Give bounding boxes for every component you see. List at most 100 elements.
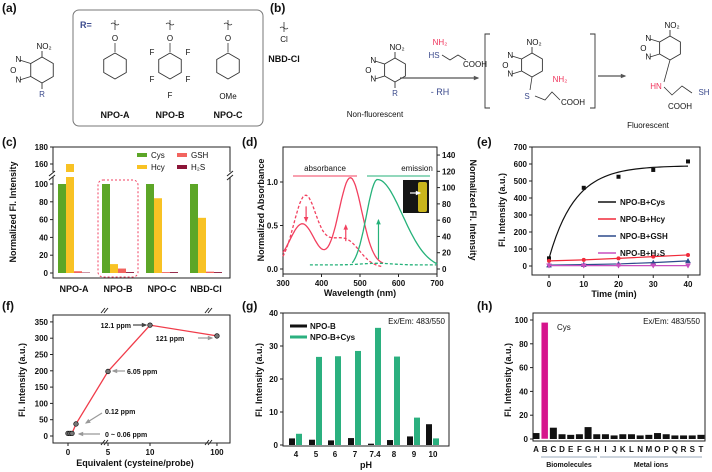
- x-category-label: NBD-Cl: [190, 284, 222, 294]
- bar-gsh-npo-b: [118, 268, 126, 273]
- x-category-label: 10: [429, 450, 438, 459]
- x-category-label: 6: [333, 450, 338, 459]
- y-tick-label: 400: [514, 194, 528, 203]
- y-tick-label: 140: [442, 151, 456, 160]
- y-tick-label: 80: [442, 200, 451, 209]
- legend-label: NPO-B: [310, 322, 336, 331]
- plot-frame-g: [282, 312, 450, 447]
- panel-letter: (e): [477, 135, 492, 149]
- arrow-increase-head: [343, 224, 349, 230]
- bar-npo-b-ph9: [407, 436, 413, 445]
- x-category-label: NPO-B: [104, 284, 134, 294]
- arrow-annot-head: [84, 418, 91, 424]
- atom-o: O: [640, 44, 646, 53]
- axis-break-marks: [48, 170, 234, 181]
- x-tick-label: 0: [66, 448, 71, 457]
- panel-letter: (d): [242, 135, 257, 149]
- absorbance-dashed: [282, 194, 384, 268]
- atom-f: F: [186, 48, 191, 57]
- bond: [441, 54, 467, 61]
- data-point: [105, 368, 111, 375]
- x-axis-title: Equivalent (cysteine/probe): [76, 458, 194, 468]
- y-tick-label: 150: [35, 383, 49, 392]
- plot-frame-e: [531, 146, 701, 276]
- marker-triangle-down: [580, 263, 587, 269]
- x-tick-label: 300: [276, 279, 290, 288]
- phenyl-ring: [103, 52, 127, 80]
- bar-gsh-npo-c: [162, 272, 170, 273]
- atom-o: O: [225, 34, 231, 43]
- bar-npo-b+cys-ph10: [433, 438, 439, 445]
- atom-f: F: [150, 75, 155, 84]
- x-category-label: I: [604, 445, 606, 454]
- bar-hcy-npo-a: [66, 164, 74, 273]
- y-tick-label: 350: [35, 318, 49, 327]
- bar-L: [627, 434, 635, 439]
- x-tick-label: 600: [392, 279, 406, 288]
- atom-o: O: [365, 66, 371, 75]
- y-tick-label: 200: [35, 367, 49, 376]
- atom-no2: NO₂: [36, 42, 51, 51]
- bar-hcy-npo-b: [110, 264, 118, 273]
- y-tick-label: 20: [39, 251, 48, 260]
- x-tick-label: 20: [614, 280, 623, 289]
- atom-f: F: [186, 75, 191, 84]
- bar-N: [636, 435, 644, 439]
- y-tick-label: 250: [35, 351, 49, 360]
- x-axis-title: Time (min): [591, 289, 636, 299]
- bar-npo-b+cys-ph4: [296, 433, 302, 445]
- y-tick-label: 1.0: [267, 178, 279, 187]
- arrow-label: - RH: [431, 87, 450, 97]
- panel-letter: (c): [2, 135, 17, 149]
- atom-no2: NO₂: [389, 43, 404, 52]
- marker-circle: [547, 258, 551, 263]
- y-tick-label: 160: [35, 160, 49, 169]
- atom-nh2: NH₂: [553, 75, 568, 84]
- x-category-label: T: [698, 445, 703, 454]
- arrow-annot-head: [111, 368, 118, 374]
- arrow-annot-head: [77, 431, 84, 437]
- atom-o: O: [112, 34, 118, 43]
- atom-r: R: [39, 90, 45, 99]
- y-tick-label: 60: [39, 216, 48, 225]
- ex-em-note: Ex/Em: 483/550: [643, 317, 700, 326]
- y-tick-label: 20: [269, 375, 278, 384]
- plot-frame-c: [52, 146, 231, 279]
- y-tick-label: 40: [519, 387, 528, 396]
- bar-C: [549, 427, 557, 439]
- legend-label: NPO-B+Cys: [620, 198, 666, 207]
- x-category-label: R: [681, 445, 687, 454]
- benzene-ring: [659, 35, 681, 61]
- caption-non-fluorescent: Non-fluorescent: [347, 110, 404, 119]
- marker-square: [581, 185, 586, 190]
- bar-T: [697, 434, 705, 439]
- y-tick-label: 40: [39, 233, 48, 242]
- phenyl-ring: [216, 52, 240, 80]
- x-category-label: Q: [672, 445, 678, 454]
- x-category-label: 4: [294, 450, 299, 459]
- y-tick-label: 100: [35, 399, 49, 408]
- y-axis-title: Fl. Intensity (a.u.): [254, 343, 264, 417]
- phenyl-ring: [158, 52, 182, 80]
- x-category-label: N: [637, 445, 643, 454]
- oxadiazole-bonds: [374, 60, 385, 80]
- y-tick-label: 50: [39, 416, 48, 425]
- r-group-box: [72, 9, 264, 127]
- x-category-label: D: [559, 445, 565, 454]
- data-point: [147, 322, 153, 328]
- bar-hcy-nbd-cl: [198, 217, 206, 273]
- compound-name: NPO-C: [214, 110, 244, 120]
- legend-swatch: [137, 153, 147, 157]
- legend-label: Hcy: [151, 163, 165, 172]
- oxadiazole-bonds: [20, 59, 31, 81]
- x-tick-label: 0: [547, 280, 552, 289]
- bar-npo-b-ph4: [289, 438, 295, 445]
- compound-name: NBD-Cl: [268, 54, 300, 64]
- marker-circle: [651, 254, 656, 259]
- legend-label: NPO-B+Hcy: [620, 215, 666, 224]
- bar-cys-npo-a: [58, 184, 66, 273]
- bar-gsh-nbd-cl: [206, 271, 214, 273]
- y-tick-label: 0.5: [267, 222, 279, 231]
- inset-arrow-head: [415, 190, 422, 196]
- bar-I: [601, 434, 609, 439]
